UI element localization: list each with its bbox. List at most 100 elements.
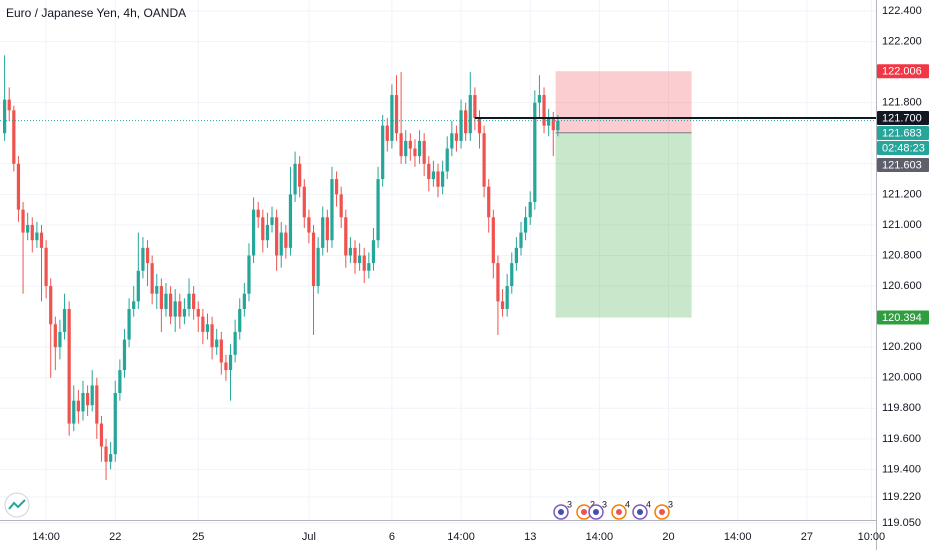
candle-body [132,301,136,309]
y-tick-label: 120.200 [882,341,922,353]
candle-body [404,140,408,157]
candle-body [334,179,339,195]
candle-body [270,217,274,225]
y-tick-label: 121.000 [882,219,922,231]
candle-body [196,308,200,317]
countdown: 02:48:23 [882,142,925,154]
candle-body [159,286,163,309]
candle-body [381,125,385,180]
candle-body [168,293,173,317]
candle-body [523,217,528,233]
candle-body [385,125,389,141]
y-tick-label: 122.200 [882,35,922,47]
candle-body [7,99,11,111]
candle-body [399,133,403,157]
candle-body [547,117,551,126]
candle-body [256,209,260,218]
candle-body [192,293,196,309]
chart-title: Euro / Japanese Yen, 4h, OANDA [6,6,186,20]
candle-body [173,301,177,317]
candle-body [542,95,546,126]
candle-body [537,95,542,103]
candle-body [85,393,90,406]
candle-body [422,140,426,164]
price-tag-label: 121.700 [882,112,922,124]
marks [2,55,560,481]
candle-body [362,255,366,271]
candle-body [233,331,237,355]
candle-body [2,99,7,134]
candle-body [436,171,440,187]
candle-body [533,102,537,203]
candle-body [284,232,288,248]
candle-body [316,247,320,287]
candle-body [468,95,472,134]
candle-body [431,171,436,180]
candle-body [298,163,302,187]
price-tag-label: 122.006 [882,66,922,78]
event-dot [637,509,643,515]
candle-body [201,316,205,332]
candle-body [113,393,117,455]
stop-zone [555,71,692,133]
candle-body [477,117,482,134]
candle-body [551,117,555,131]
candle-body [394,95,399,134]
event-count: 3 [668,499,673,509]
x-tick-label: Jul [302,531,316,543]
x-tick-label: 10:00 [858,531,886,543]
candle-body [450,133,454,149]
candle-body [279,232,283,256]
event-count: 4 [646,499,651,509]
candle-body [16,163,21,210]
event-dot [593,509,599,515]
candle-body [72,400,76,424]
candle-body [12,110,16,164]
event-count: 4 [625,499,630,509]
x-tick-label: 27 [801,531,813,543]
y-tick-label: 121.200 [882,188,922,200]
candle-body [205,324,210,332]
candle-body [464,110,468,134]
price-tag-label: 120.394 [882,312,922,324]
candle-body [293,163,297,195]
candle-body [187,293,191,309]
y-tick-label: 119.220 [882,491,921,503]
candle-body [76,400,80,412]
candle-body [247,255,251,294]
grid [0,0,876,524]
candle-body [109,454,113,462]
x-tick-label: 14:00 [447,531,475,543]
x-tick-label: 14:00 [586,531,614,543]
candle-body [491,217,495,264]
y-tick-label: 119.400 [882,463,921,475]
x-tick-label: 14:00 [724,531,752,543]
candle-body [459,110,463,141]
y-tick-label: 119.800 [882,402,921,414]
candle-body [528,202,532,218]
candle-body [219,339,223,363]
candle-body [141,247,145,271]
price-tag [877,157,929,172]
candle-body [39,232,44,248]
candle-body [390,95,394,141]
candle-body [510,263,514,287]
candle-body [30,224,34,241]
y-tick-label: 120.600 [882,280,922,292]
candle-body [376,179,380,241]
candle-body [371,240,376,264]
candle-body [238,308,242,332]
price-tag-label: 121.683 [882,127,922,139]
candle-body [251,209,256,256]
candle-body [26,224,30,233]
candle-body [302,186,306,218]
x-tick-label: 14:00 [32,531,60,543]
candle-body [95,385,99,424]
y-tick-label: 120.800 [882,249,922,261]
logo [4,492,30,518]
countdown-tag [877,140,929,155]
candle-body [408,140,412,149]
candle-body [35,232,39,241]
y-tick-label: 119.600 [882,433,921,445]
price-tag [877,64,929,79]
